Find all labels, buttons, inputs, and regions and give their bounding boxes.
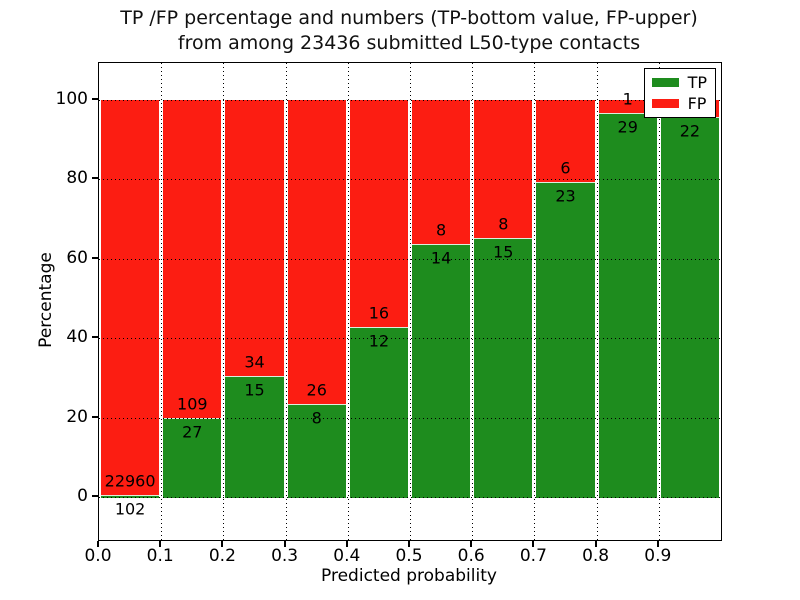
tp-bar-segment <box>287 403 346 499</box>
x-tick-mark <box>283 541 286 547</box>
x-tick-label: 0.5 <box>395 546 423 566</box>
fp-count-label: 109 <box>177 394 208 414</box>
fp-bar-segment <box>474 99 533 239</box>
y-tick-mark <box>92 336 98 339</box>
x-tick-mark <box>594 541 597 547</box>
vertical-gridline <box>410 63 411 540</box>
vertical-gridline <box>347 63 349 540</box>
tp-bar-segment <box>536 182 595 499</box>
y-tick-mark <box>92 415 98 418</box>
horizontal-gridline <box>99 338 721 340</box>
x-tick-label: 0.4 <box>333 546 361 566</box>
fp-count-label: 26 <box>306 380 327 400</box>
tp-count-label: 14 <box>430 248 452 268</box>
fp-bar-segment <box>287 99 346 404</box>
x-tick-mark <box>470 541 473 547</box>
fp-count-label: 1 <box>622 89 633 109</box>
tp-bar-segment <box>412 244 471 499</box>
plot-area: 22960 102 109 27 34 15 26 8 16 12 8 14 8 15 6 23 1 29 22 T… <box>98 62 722 541</box>
x-tick-label: 0.7 <box>519 546 547 566</box>
y-tick-label: 80 <box>66 168 88 189</box>
y-tick-label: 20 <box>66 406 88 427</box>
x-tick-mark <box>159 541 162 547</box>
tp-count-label: 15 <box>244 380 265 400</box>
fp-legend-swatch <box>651 99 679 108</box>
vertical-gridline <box>161 63 163 540</box>
legend-item-fp: FP <box>651 94 707 113</box>
x-tick-mark <box>221 541 224 547</box>
vertical-gridline <box>534 63 536 540</box>
legend: TP FP <box>643 68 716 118</box>
horizontal-gridline <box>99 417 721 419</box>
x-tick-mark <box>408 541 410 547</box>
tp-bar-segment <box>101 495 160 499</box>
tp-bar-segment <box>349 326 408 499</box>
chart-title: TP /FP percentage and numbers (TP-bottom… <box>98 6 720 56</box>
y-tick-label: 100 <box>55 88 88 109</box>
chart-title-line1: TP /FP percentage and numbers (TP-bottom… <box>120 7 698 29</box>
legend-item-label: TP <box>687 73 707 92</box>
fp-bar-segment <box>536 99 595 183</box>
x-axis-label: Predicted probability <box>321 566 497 586</box>
y-tick-mark <box>92 495 98 498</box>
x-tick-label: 0.2 <box>208 546 236 566</box>
tp-count-label: 22 <box>679 121 701 141</box>
vertical-gridline <box>472 63 474 540</box>
fp-count-label: 34 <box>244 352 265 372</box>
tp-count-label: 15 <box>493 242 514 262</box>
vertical-gridline <box>596 63 598 540</box>
x-tick-label: 0.9 <box>644 546 672 566</box>
y-tick-mark <box>92 177 98 180</box>
fp-count-label: 8 <box>498 214 509 234</box>
legend-item-tp: TP <box>651 73 707 92</box>
fp-count-label: 22960 <box>104 471 156 491</box>
horizontal-gridline <box>99 179 721 181</box>
x-tick-label: 0.3 <box>271 546 299 566</box>
x-tick-label: 0.6 <box>457 546 485 566</box>
fp-bar-segment <box>598 99 657 114</box>
fp-count-label: 16 <box>368 303 390 323</box>
fp-bar-segment <box>225 99 284 376</box>
horizontal-gridline <box>99 99 721 101</box>
x-tick-label: 0.1 <box>146 546 174 566</box>
tp-bar-segment <box>225 375 284 499</box>
y-tick-label: 0 <box>77 486 88 507</box>
chart-title-line2: from among 23436 submitted L50-type cont… <box>177 32 641 54</box>
fp-count-label: 6 <box>560 158 571 178</box>
x-tick-mark <box>345 541 348 547</box>
x-tick-mark <box>532 541 535 547</box>
vertical-gridline <box>658 63 660 540</box>
fp-count-label: 8 <box>436 220 447 240</box>
y-tick-mark <box>92 256 98 259</box>
tp-count-label: 27 <box>182 422 203 442</box>
x-tick-mark <box>656 541 659 547</box>
tp-count-label: 102 <box>114 499 146 519</box>
horizontal-gridline <box>99 497 721 499</box>
tp-count-label: 23 <box>555 186 576 206</box>
tp-bar-segment <box>598 113 657 499</box>
y-tick-label: 40 <box>66 327 88 348</box>
y-tick-label: 60 <box>66 247 88 268</box>
horizontal-gridline <box>99 258 721 260</box>
fp-bar-segment <box>349 99 408 327</box>
x-tick-label: 0.0 <box>84 546 112 566</box>
x-tick-label: 0.8 <box>582 546 610 566</box>
fp-bar-segment <box>101 99 160 496</box>
x-tick-mark <box>97 541 99 547</box>
tp-count-label: 29 <box>617 117 638 137</box>
tp-count-label: 12 <box>368 331 390 351</box>
tp-count-label: 8 <box>311 408 322 428</box>
y-tick-mark <box>92 97 98 100</box>
fp-bar-segment <box>412 99 471 245</box>
tp-bar-segment <box>474 238 533 499</box>
tp-legend-swatch <box>651 78 679 87</box>
tp-bar-segment <box>163 418 222 499</box>
tp-bar-segment <box>660 117 719 499</box>
vertical-gridline <box>223 63 225 540</box>
vertical-gridline <box>285 63 287 540</box>
legend-item-label: FP <box>687 94 707 113</box>
